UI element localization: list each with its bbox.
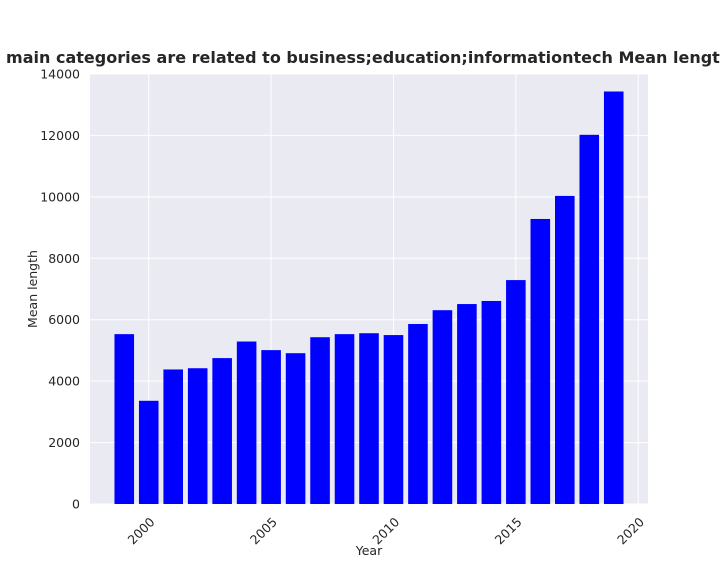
bar-2013 <box>457 304 477 504</box>
y-tick-label: 2000 <box>48 435 80 450</box>
bar-2011 <box>408 324 428 504</box>
bar-2006 <box>285 353 306 504</box>
bar-2009 <box>359 333 379 504</box>
bar-2003 <box>212 358 232 504</box>
bar-2014 <box>481 300 502 504</box>
bar-2012 <box>432 310 453 504</box>
bar-2016 <box>530 218 551 504</box>
bar-2008 <box>334 334 355 504</box>
bars <box>114 91 624 505</box>
bar-2007 <box>310 337 330 504</box>
bar-2005 <box>261 350 281 504</box>
y-tick-label: 6000 <box>48 312 80 327</box>
bar-2019 <box>603 91 624 504</box>
y-tick-label: 14000 <box>40 67 80 82</box>
bar-2002 <box>187 368 208 504</box>
y-tick-label: 12000 <box>40 128 80 143</box>
bar-2015 <box>506 280 526 504</box>
bar-2017 <box>555 195 575 504</box>
bar-2010 <box>383 335 404 504</box>
bar-1999 <box>114 334 135 504</box>
bar-2001 <box>163 369 183 504</box>
x-axis-label: Year <box>355 543 383 558</box>
bar-2004 <box>236 341 257 504</box>
bar-2018 <box>579 134 600 505</box>
y-tick-label: 0 <box>72 497 80 512</box>
y-tick-label: 4000 <box>48 374 80 389</box>
bar-2000 <box>138 400 159 504</box>
y-tick-label: 10000 <box>40 189 80 204</box>
chart-title: Companies whose main categories are rela… <box>0 48 720 67</box>
y-tick-label: 8000 <box>48 251 80 266</box>
y-axis-ticks: 0 2000 4000 6000 8000 10000 12000 14000 <box>40 67 80 512</box>
y-axis-label: Mean length <box>25 250 40 328</box>
